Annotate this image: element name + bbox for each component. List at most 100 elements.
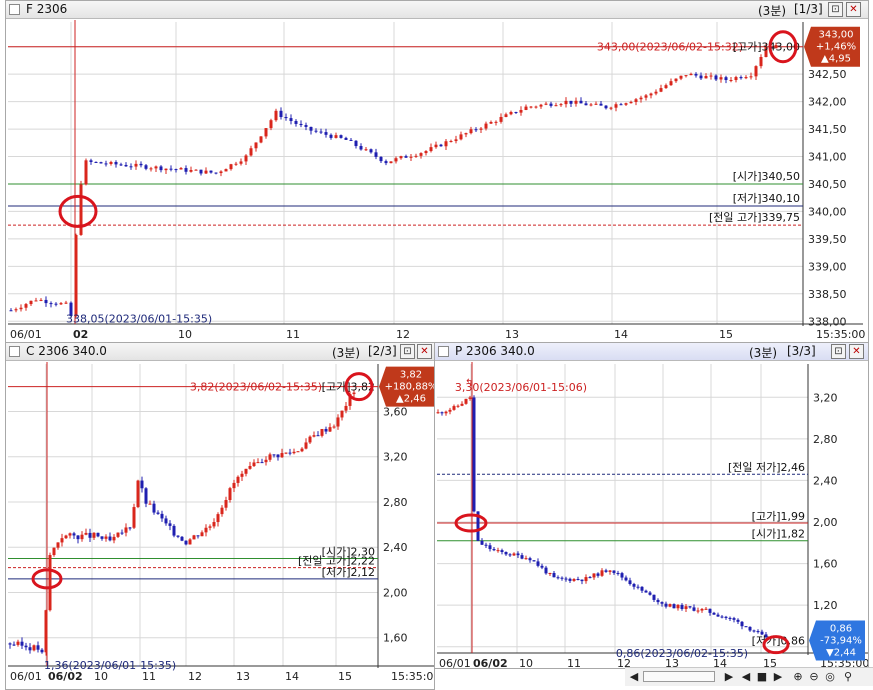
select-checkbox[interactable] (9, 4, 20, 15)
candle-body (239, 161, 243, 164)
candle-body (616, 572, 620, 574)
candle-body (614, 104, 618, 108)
candle-body (164, 168, 168, 171)
y-tick-label: 340,00 (808, 205, 847, 218)
interval-label[interactable]: (3분) (749, 346, 778, 360)
candle-body (728, 617, 732, 619)
interval-label[interactable]: (3분) (332, 346, 361, 360)
candle-body (172, 525, 176, 536)
candle-body (760, 631, 764, 635)
candle-body (548, 572, 552, 574)
candle-body (204, 527, 208, 533)
candle-body (636, 586, 640, 588)
candle-body (224, 499, 228, 508)
candle-body (60, 538, 64, 543)
zoom-in-icon[interactable]: ⊕ (793, 670, 803, 683)
candle-body (579, 100, 583, 104)
close-icon[interactable]: ✕ (849, 344, 864, 359)
zoom-out-icon[interactable]: ⊖ (809, 670, 819, 683)
candle-body (560, 577, 564, 579)
select-checkbox[interactable] (9, 346, 20, 357)
candle-body (584, 577, 588, 582)
candle-body (92, 532, 96, 538)
candle-body (574, 100, 578, 104)
call-option-window: C 2306 340.0 (3분) [2/3] ⊡ ✕ 3,60 3,20 2,80… (5, 342, 435, 690)
candle-body (312, 435, 316, 437)
candle-body (484, 123, 488, 129)
candle-body (754, 66, 758, 77)
candle-body (544, 567, 548, 574)
candle-body (168, 523, 172, 526)
candle-body (204, 170, 208, 174)
candle-body (580, 579, 584, 582)
y-tick-label: 1,60 (813, 558, 838, 571)
first-page-icon[interactable]: ◀ (741, 670, 751, 683)
x-tick-label: 15 (338, 670, 352, 683)
highlight-circle-icon (58, 194, 98, 228)
candle-body (348, 394, 352, 406)
candle-body (600, 570, 604, 576)
candle-body (514, 111, 518, 113)
high-tag: [고가]3,82 (322, 381, 375, 394)
candle-body (732, 618, 736, 620)
maximize-icon[interactable]: ⊡ (400, 344, 415, 359)
x-tick-label: 14 (713, 657, 727, 668)
zoom-reset-icon[interactable]: ◎ (825, 670, 835, 683)
price-box-change: ▲4,95 (821, 54, 851, 65)
candle-body (94, 161, 98, 163)
maximize-icon[interactable]: ⊡ (831, 344, 846, 359)
candle-body (488, 545, 492, 550)
candle-body (704, 76, 708, 79)
x-tick-label: 06/01 (10, 670, 42, 683)
candle-body (169, 168, 173, 170)
candle-body (124, 164, 128, 167)
y-tick-label: 1,60 (383, 632, 408, 645)
candle-body (228, 488, 232, 500)
candle-body (589, 104, 593, 106)
candle-body (654, 91, 658, 94)
futures-price-chart[interactable]: 343,00 342,50 342,00 341,50 341,00 340,50 340,… (6, 18, 868, 342)
candle-body (569, 100, 573, 104)
candle-body (700, 608, 704, 611)
select-checkbox[interactable] (438, 346, 449, 357)
stop-icon[interactable]: ■ (756, 670, 768, 683)
play-icon[interactable]: ▶ (773, 670, 783, 683)
candle-body (129, 166, 133, 168)
candle-body (214, 172, 218, 174)
candle-body (164, 518, 168, 524)
page-indicator: [1/3] (794, 2, 823, 16)
candle-body (314, 130, 318, 132)
scroll-right-button[interactable]: ▶ (724, 670, 734, 683)
call-option-chart[interactable]: 3,60 3,20 2,80 2,40 2,00 1,60 06/01 06/02 10 11 12… (6, 360, 434, 689)
candle-body (196, 535, 200, 537)
candle-body (89, 160, 93, 162)
candle-body (88, 532, 92, 538)
candle-body (229, 164, 233, 170)
level-label: [전일 고가]339,75 (709, 210, 800, 224)
candle-body (244, 155, 248, 162)
candle-body (669, 81, 673, 86)
candle-body (296, 451, 300, 453)
scroll-left-button[interactable]: ◀ (629, 670, 639, 683)
x-tick-label: 06/02 (48, 670, 83, 683)
candle-body (264, 459, 268, 463)
low-note: 0,86(2023/06/02-15:35) (616, 647, 748, 660)
maximize-icon[interactable]: ⊡ (828, 2, 843, 17)
candle-body (8, 643, 12, 645)
candle-body (540, 565, 544, 568)
candle-body (496, 550, 500, 552)
search-icon[interactable]: ⚲ (843, 670, 853, 683)
candle-body (749, 76, 753, 78)
candle-body (559, 104, 563, 106)
close-icon[interactable]: ✕ (417, 344, 432, 359)
candle-body (220, 507, 224, 515)
candle-body (316, 435, 320, 437)
candle-body (624, 577, 628, 581)
scroll-track[interactable] (643, 671, 715, 682)
close-icon[interactable]: ✕ (846, 2, 861, 17)
candle-body (676, 604, 680, 609)
candle-body (209, 170, 213, 173)
candle-body (680, 604, 684, 609)
interval-label[interactable]: (3분) (758, 4, 787, 18)
put-option-chart[interactable]: 3,202,802,402,001,601,200,8006/0106/0210… (435, 360, 868, 668)
